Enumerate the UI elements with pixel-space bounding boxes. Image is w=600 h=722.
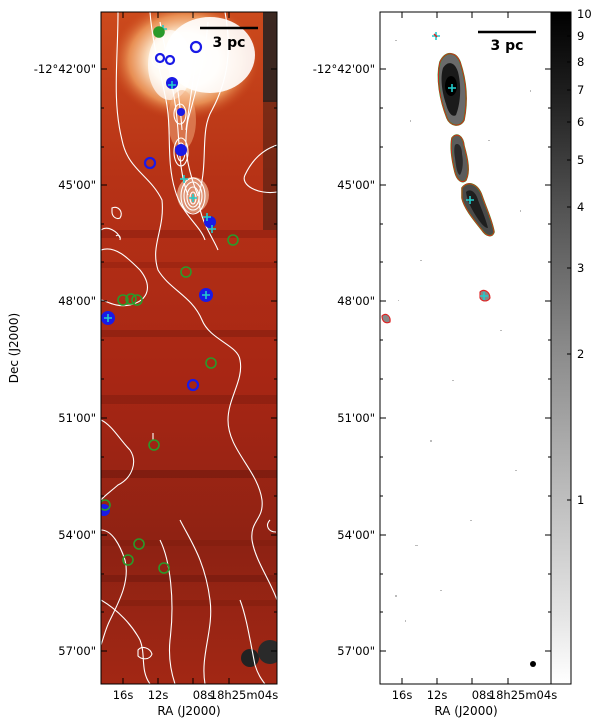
right-x-axis-label: RA (J2000) [434,704,497,718]
markers-green-circles [101,26,239,574]
left-panel: 3 pc -12°42'00" 45'00" 48'00" 51'00" 54'… [7,11,278,718]
left-ytick-6: 57'00" [58,644,96,658]
left-ytick-4: 51'00" [58,411,96,425]
right-map-image [381,30,536,667]
left-scale-label: 3 pc [213,35,246,51]
left-x-axis-label: RA (J2000) [157,704,220,718]
right-xtick-4: 18h25m04s [489,688,557,702]
colorbar-ticks [567,13,571,501]
colorbar: 10 9 8 7 6 5 4 3 2 1 [550,7,592,685]
cbar-tick-10: 10 [577,7,592,21]
left-ytick-5: 54'00" [58,528,96,542]
cbar-tick-2: 2 [577,347,584,361]
left-ytick-1: -12°42'00" [34,62,96,76]
cbar-tick-8: 8 [577,55,584,69]
cbar-tick-7: 7 [577,83,584,97]
right-ytick-3: 48'00" [337,294,375,308]
right-ticks [380,12,551,684]
left-xtick-3: 08s [193,688,214,702]
left-xtick-4: 18h25m04s [210,688,278,702]
cbar-tick-1: 1 [577,493,584,507]
right-ytick-5: 54'00" [337,528,375,542]
cbar-tick-5: 5 [577,153,584,167]
beam-marker [530,661,536,667]
left-y-axis-label: Dec (J2000) [7,313,21,383]
right-xtick-3: 08s [472,688,493,702]
left-xtick-1: 16s [113,688,134,702]
colorbar-gradient [550,11,572,685]
right-ytick-1: -12°42'00" [313,62,375,76]
left-ytick-3: 48'00" [58,294,96,308]
right-ytick-4: 51'00" [337,411,375,425]
right-panel: 3 pc -12°42'00" 45'00" 48'00" 51'00" 54'… [313,11,557,718]
left-xtick-2: 12s [148,688,169,702]
markers-cyan-crosses [104,25,216,322]
cbar-tick-3: 3 [577,261,584,275]
right-ytick-2: 45'00" [337,178,375,192]
contours-white [101,12,277,684]
left-ticks [101,12,277,684]
left-frame [100,11,278,685]
markers-blue-circles [143,40,203,392]
right-scale-label: 3 pc [491,38,524,54]
cbar-tick-6: 6 [577,115,584,129]
right-ytick-6: 57'00" [337,644,375,658]
right-xtick-1: 16s [392,688,413,702]
left-map-image [101,12,277,684]
cbar-tick-4: 4 [577,200,584,214]
right-xtick-2: 12s [427,688,448,702]
cbar-tick-9: 9 [577,29,584,43]
left-ytick-2: 45'00" [58,178,96,192]
